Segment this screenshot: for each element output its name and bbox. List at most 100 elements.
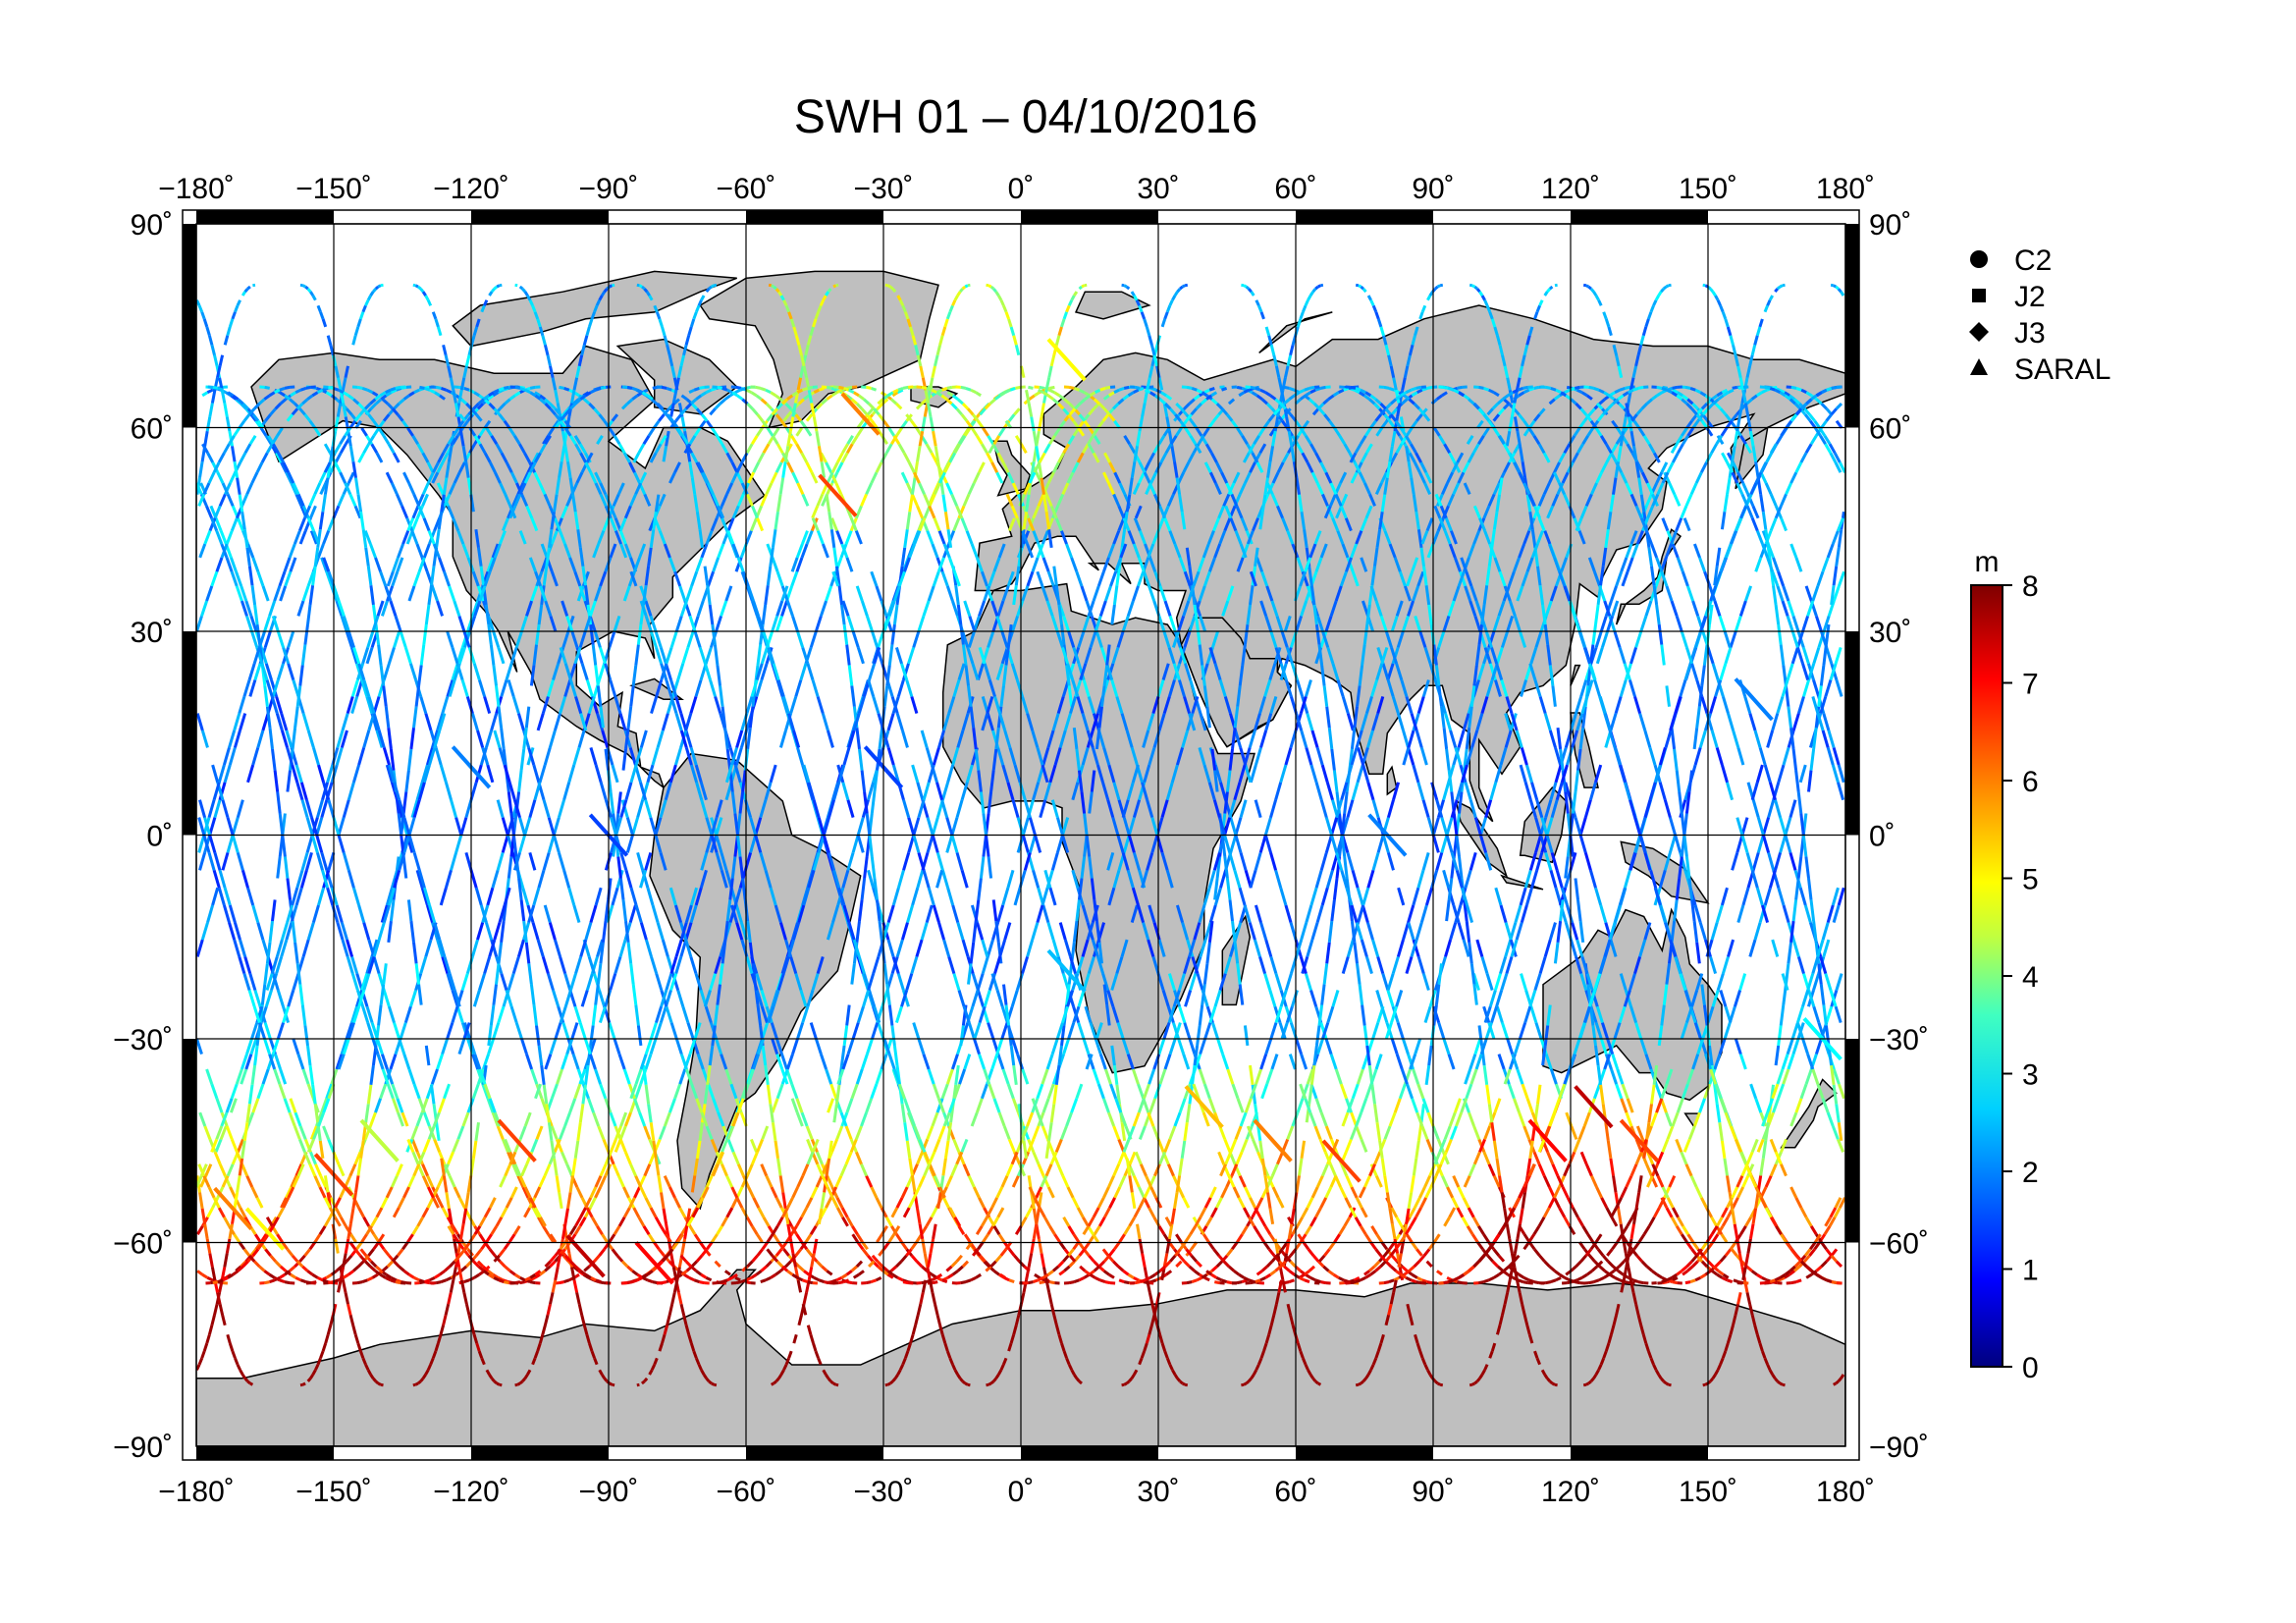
track-segment [492,1272,500,1279]
track-segment [1672,1276,1679,1282]
track-segment [790,1083,799,1100]
track-segment [649,1038,658,1055]
track-segment [1812,973,1821,991]
track-segment [1073,386,1080,392]
track-segment [213,799,222,819]
track-segment [580,990,589,1007]
track-segment [1741,1174,1750,1188]
track-segment [961,403,970,410]
track-segment [757,1207,766,1218]
track-segment [476,922,485,941]
track-segment [385,1186,394,1199]
track-segment [1782,585,1790,602]
track-segment [415,869,424,889]
track-segment [684,922,693,941]
track-segment [816,1151,824,1165]
track-segment [372,1377,377,1382]
track-segment [320,851,329,871]
track-segment [946,391,954,398]
track-segment [1264,713,1273,731]
track-segment [599,482,608,496]
track-segment [446,1022,454,1040]
track-segment [987,435,994,445]
track-segment [1736,1186,1745,1199]
track-segment [500,452,508,463]
track-segment [696,600,705,617]
track-segment [481,1083,490,1100]
track-segment [1833,284,1837,289]
track-segment [876,1260,884,1268]
track-segment [765,1260,773,1268]
track-segment [539,394,547,401]
track-segment [717,1111,725,1127]
track-segment [531,452,540,463]
track-segment [596,713,605,731]
track-segment [860,1054,869,1070]
track-segment [1112,869,1121,889]
track-segment [1051,713,1060,731]
track-segment [502,1138,509,1153]
track-segment [1041,557,1050,572]
track-segment [1756,1138,1765,1153]
track-segment [495,443,504,455]
track-segment [386,1068,395,1085]
track-segment [500,1207,508,1218]
track-segment [1132,799,1142,819]
track-segment [1132,1174,1141,1188]
track-segment [440,1278,447,1284]
track-segment [840,1207,849,1218]
track-segment [647,1233,656,1243]
track-segment [734,746,743,766]
track-segment [490,288,496,294]
track-segment [726,1138,735,1153]
track-segment [1229,835,1238,853]
track-segment [460,630,469,648]
track-segment [259,1005,268,1024]
track-segment [996,1207,1005,1218]
track-segment [375,398,383,406]
track-segment [1827,730,1836,748]
track-segment [951,1270,959,1276]
track-segment [465,1260,473,1268]
track-segment [609,505,617,519]
track-segment [646,887,655,906]
track-segment [455,646,464,665]
track-segment [1186,1280,1193,1285]
track-segment [375,452,384,463]
track-segment [223,887,232,906]
track-segment [1283,385,1290,390]
track-segment [451,1005,459,1024]
track-segment [410,799,419,819]
track-segment [410,1125,419,1140]
track-segment [661,939,669,957]
track-segment [1808,1248,1816,1257]
track-segment [646,764,655,784]
track-segment [1063,1265,1071,1272]
track-segment [602,1138,611,1153]
track-segment [1092,585,1100,602]
track-segment [1102,1270,1110,1276]
track-segment [594,1186,603,1199]
track-segment [587,1098,596,1113]
track-segment [280,461,288,473]
track-segment [466,413,474,422]
map-title: SWH 01 – 04/10/2016 [793,91,1258,143]
track-segment [946,1272,954,1279]
track-segment [511,1163,520,1177]
track-segment [1682,394,1689,401]
track-segment [966,646,975,665]
track-segment [270,679,279,697]
track-segment [956,1265,964,1272]
track-segment [790,435,798,445]
track-segment [1082,679,1091,697]
track-segment [369,403,378,410]
track-segment [335,746,344,766]
track-segment [305,1280,311,1285]
track-segment [340,730,348,748]
track-segment [561,1054,569,1070]
track-segment [762,443,771,455]
track-segment [760,398,768,406]
track-segment [1027,1138,1036,1153]
track-segment [625,835,634,853]
track-segment [452,1225,459,1235]
